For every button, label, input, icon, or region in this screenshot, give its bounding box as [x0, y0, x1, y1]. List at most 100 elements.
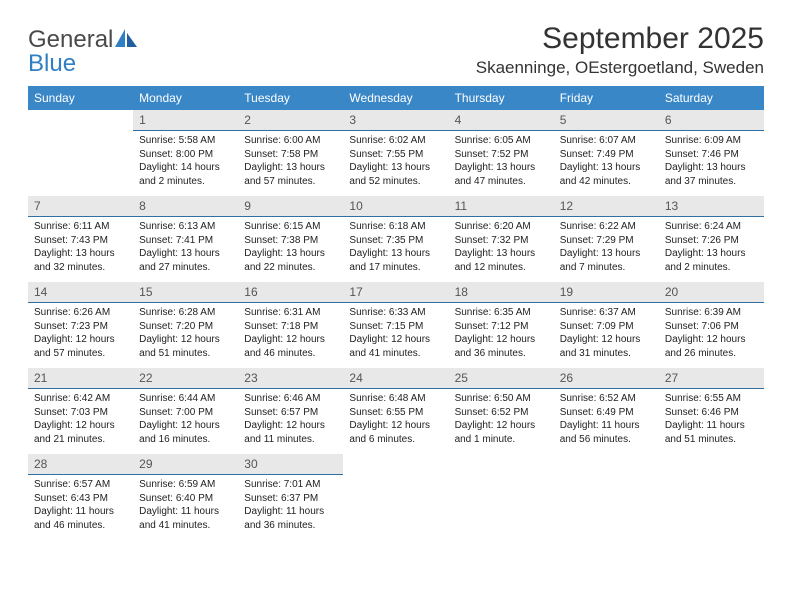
daylight-text-1: Daylight: 13 hours	[455, 161, 548, 175]
daylight-text-2: and 22 minutes.	[244, 261, 337, 275]
day-cell: Sunrise: 6:26 AMSunset: 7:23 PMDaylight:…	[28, 303, 133, 369]
day-content-row: Sunrise: 6:42 AMSunset: 7:03 PMDaylight:…	[28, 389, 764, 455]
day-cell: Sunrise: 6:24 AMSunset: 7:26 PMDaylight:…	[659, 217, 764, 283]
sunset-text: Sunset: 6:57 PM	[244, 406, 337, 420]
daylight-text-2: and 1 minute.	[455, 433, 548, 447]
day-number: 9	[238, 196, 343, 217]
sunrise-text: Sunrise: 6:31 AM	[244, 306, 337, 320]
sunset-text: Sunset: 6:37 PM	[244, 492, 337, 506]
sunrise-text: Sunrise: 6:33 AM	[349, 306, 442, 320]
sunset-text: Sunset: 7:09 PM	[560, 320, 653, 334]
day-number: 23	[238, 368, 343, 389]
day-cell: Sunrise: 6:35 AMSunset: 7:12 PMDaylight:…	[449, 303, 554, 369]
sunrise-text: Sunrise: 6:48 AM	[349, 392, 442, 406]
month-title: September 2025	[476, 22, 764, 56]
sunrise-text: Sunrise: 6:35 AM	[455, 306, 548, 320]
day-number: 11	[449, 196, 554, 217]
day-number: 25	[449, 368, 554, 389]
sunset-text: Sunset: 6:52 PM	[455, 406, 548, 420]
daylight-text-2: and 51 minutes.	[665, 433, 758, 447]
calendar-page: General Blue September 2025 Skaenninge, …	[0, 0, 792, 562]
day-cell: Sunrise: 6:44 AMSunset: 7:00 PMDaylight:…	[133, 389, 238, 455]
daylight-text-1: Daylight: 13 hours	[560, 161, 653, 175]
daylight-text-2: and 27 minutes.	[139, 261, 232, 275]
sunset-text: Sunset: 7:15 PM	[349, 320, 442, 334]
logo-word1: General	[28, 26, 113, 53]
day-number: 30	[238, 454, 343, 475]
daylight-text-1: Daylight: 12 hours	[139, 419, 232, 433]
calendar-table: SundayMondayTuesdayWednesdayThursdayFrid…	[28, 86, 764, 540]
sunrise-text: Sunrise: 6:05 AM	[455, 134, 548, 148]
sunrise-text: Sunrise: 6:11 AM	[34, 220, 127, 234]
sunset-text: Sunset: 7:43 PM	[34, 234, 127, 248]
daylight-text-2: and 46 minutes.	[34, 519, 127, 533]
daylight-text-1: Daylight: 13 hours	[34, 247, 127, 261]
daylight-text-1: Daylight: 12 hours	[455, 419, 548, 433]
day-number: 2	[238, 110, 343, 131]
sunset-text: Sunset: 7:00 PM	[139, 406, 232, 420]
daylight-text-1: Daylight: 13 hours	[244, 161, 337, 175]
calendar-header-row: SundayMondayTuesdayWednesdayThursdayFrid…	[28, 86, 764, 110]
daylight-text-2: and 7 minutes.	[560, 261, 653, 275]
sunrise-text: Sunrise: 6:00 AM	[244, 134, 337, 148]
daylight-text-2: and 36 minutes.	[244, 519, 337, 533]
sunset-text: Sunset: 8:00 PM	[139, 148, 232, 162]
daylight-text-2: and 16 minutes.	[139, 433, 232, 447]
sunrise-text: Sunrise: 6:37 AM	[560, 306, 653, 320]
sunset-text: Sunset: 6:55 PM	[349, 406, 442, 420]
day-number: 22	[133, 368, 238, 389]
day-cell: Sunrise: 6:42 AMSunset: 7:03 PMDaylight:…	[28, 389, 133, 455]
day-number: 21	[28, 368, 133, 389]
day-cell: Sunrise: 6:07 AMSunset: 7:49 PMDaylight:…	[554, 131, 659, 197]
day-content-row: Sunrise: 6:11 AMSunset: 7:43 PMDaylight:…	[28, 217, 764, 283]
sunset-text: Sunset: 7:32 PM	[455, 234, 548, 248]
sunset-text: Sunset: 7:03 PM	[34, 406, 127, 420]
day-number: 6	[659, 110, 764, 131]
header: General Blue September 2025 Skaenninge, …	[28, 22, 764, 78]
day-cell: Sunrise: 6:57 AMSunset: 6:43 PMDaylight:…	[28, 475, 133, 541]
daylight-text-2: and 56 minutes.	[560, 433, 653, 447]
sunrise-text: Sunrise: 6:50 AM	[455, 392, 548, 406]
daylight-text-1: Daylight: 12 hours	[139, 333, 232, 347]
day-cell: Sunrise: 6:31 AMSunset: 7:18 PMDaylight:…	[238, 303, 343, 369]
weekday-header: Friday	[554, 86, 659, 110]
day-cell: Sunrise: 6:05 AMSunset: 7:52 PMDaylight:…	[449, 131, 554, 197]
daylight-text-1: Daylight: 13 hours	[665, 161, 758, 175]
daylight-text-2: and 2 minutes.	[139, 175, 232, 189]
day-number: 7	[28, 196, 133, 217]
daylight-text-2: and 37 minutes.	[665, 175, 758, 189]
day-cell: Sunrise: 6:46 AMSunset: 6:57 PMDaylight:…	[238, 389, 343, 455]
day-number: 13	[659, 196, 764, 217]
day-cell	[659, 475, 764, 541]
day-cell: Sunrise: 6:15 AMSunset: 7:38 PMDaylight:…	[238, 217, 343, 283]
day-number: 19	[554, 282, 659, 303]
day-content-row: Sunrise: 6:57 AMSunset: 6:43 PMDaylight:…	[28, 475, 764, 541]
day-number: 15	[133, 282, 238, 303]
daylight-text-1: Daylight: 13 hours	[139, 247, 232, 261]
sunset-text: Sunset: 7:55 PM	[349, 148, 442, 162]
sunset-text: Sunset: 7:26 PM	[665, 234, 758, 248]
day-number-row: 123456	[28, 110, 764, 131]
day-number: 14	[28, 282, 133, 303]
title-block: September 2025 Skaenninge, OEstergoetlan…	[476, 22, 764, 78]
day-number: 8	[133, 196, 238, 217]
day-cell	[343, 475, 448, 541]
logo-sail-icon	[115, 29, 137, 47]
sunrise-text: Sunrise: 6:44 AM	[139, 392, 232, 406]
sunrise-text: Sunrise: 6:22 AM	[560, 220, 653, 234]
day-cell: Sunrise: 6:28 AMSunset: 7:20 PMDaylight:…	[133, 303, 238, 369]
day-cell: Sunrise: 6:20 AMSunset: 7:32 PMDaylight:…	[449, 217, 554, 283]
daylight-text-2: and 47 minutes.	[455, 175, 548, 189]
sunrise-text: Sunrise: 6:24 AM	[665, 220, 758, 234]
day-cell: Sunrise: 6:50 AMSunset: 6:52 PMDaylight:…	[449, 389, 554, 455]
daylight-text-1: Daylight: 13 hours	[349, 161, 442, 175]
weekday-header: Monday	[133, 86, 238, 110]
day-cell: Sunrise: 6:52 AMSunset: 6:49 PMDaylight:…	[554, 389, 659, 455]
sunset-text: Sunset: 6:43 PM	[34, 492, 127, 506]
logo: General Blue	[28, 28, 137, 76]
weekday-header: Thursday	[449, 86, 554, 110]
sunset-text: Sunset: 7:35 PM	[349, 234, 442, 248]
daylight-text-2: and 57 minutes.	[34, 347, 127, 361]
sunset-text: Sunset: 7:38 PM	[244, 234, 337, 248]
day-number: 4	[449, 110, 554, 131]
